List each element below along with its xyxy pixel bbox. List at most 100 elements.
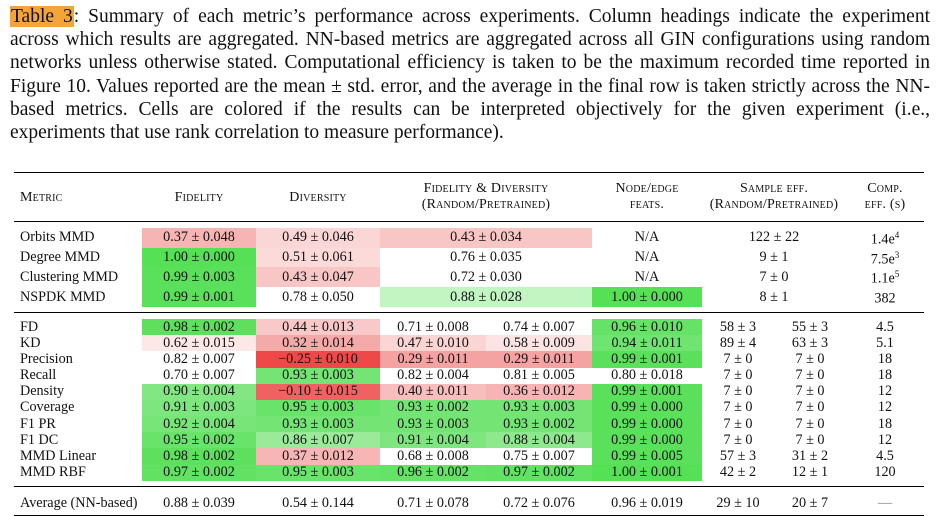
table-row: NSPDK MMD 0.99 ± 0.001 0.78 ± 0.050 0.88… (14, 287, 924, 307)
cell-sample-efficiency: 9 ± 1 (759, 249, 789, 266)
cell-comp-efficiency: 1.4e4 (870, 230, 900, 248)
cell-node-edge: 0.99 ± 0.000 (592, 416, 702, 433)
cell-fidelity: 0.62 ± 0.015 (142, 335, 256, 352)
row-metric: Density (20, 383, 65, 400)
cell-sample-random: 89 ± 4 (719, 334, 757, 351)
cell-node-edge: 0.96 ± 0.019 (592, 492, 702, 516)
cell-fidelity-diversity: 0.76 ± 0.035 (450, 249, 522, 266)
row-metric: Average (NN-based) (14, 492, 142, 516)
cell-sample-pretrained: 31 ± 2 (791, 448, 829, 465)
cell-sample-random: 57 ± 3 (719, 448, 757, 465)
table-label: Table 3 (10, 6, 74, 27)
cell-comp-efficiency: 18 (877, 350, 893, 367)
cell-sample-random: 7 ± 0 (723, 431, 753, 448)
cell-node-edge: 0.99 ± 0.000 (592, 432, 702, 449)
cell-fidelity-diversity-pretrained: 0.36 ± 0.012 (486, 383, 592, 400)
row-metric: Degree MMD (20, 249, 100, 266)
cell-sample-pretrained: 55 ± 3 (791, 318, 829, 335)
cell-node-edge: N/A (634, 268, 660, 285)
cell-comp-efficiency: 4.5 (876, 318, 894, 335)
metrics-summary-table: Metric Fidelity Diversity Fidelity & Div… (14, 172, 924, 516)
row-metric: Orbits MMD (20, 229, 95, 246)
cell-fidelity-diversity-random: 0.96 ± 0.002 (380, 464, 486, 481)
cell-diversity: 0.32 ± 0.014 (256, 335, 380, 352)
cell-fidelity-diversity-pretrained: 0.58 ± 0.009 (486, 335, 592, 352)
header-diversity: Diversity (256, 172, 380, 222)
header-row: Metric Fidelity Diversity Fidelity & Div… (14, 172, 924, 222)
cell-diversity: 0.93 ± 0.003 (256, 416, 380, 433)
cell-fidelity-diversity-pretrained: 0.97 ± 0.002 (486, 464, 592, 481)
cell-sample-random: 7 ± 0 (723, 367, 753, 384)
cell-diversity: −0.25 ± 0.010 (256, 351, 380, 368)
cell-fidelity: 1.00 ± 0.000 (142, 247, 256, 268)
table-row: KD 0.62 ± 0.015 0.32 ± 0.014 0.47 ± 0.010 0.… (14, 334, 924, 352)
cell-node-edge: 0.96 ± 0.010 (592, 318, 702, 336)
cell-comp-efficiency: 4.5 (876, 448, 894, 465)
cell-sample-pretrained: 7 ± 0 (795, 415, 825, 432)
table-row: Clustering MMD 0.99 ± 0.003 0.43 ± 0.047… (14, 267, 924, 288)
cell-diversity: 0.51 ± 0.061 (256, 247, 380, 268)
cell-comp-efficiency: 1.1e5 (870, 269, 900, 288)
cell-node-edge: 1.00 ± 0.000 (592, 287, 702, 307)
cell-fidelity-diversity-random: 0.82 ± 0.004 (397, 367, 469, 384)
cell-sample-pretrained: 20 ± 7 (774, 492, 846, 516)
cell-fidelity: 0.97 ± 0.002 (142, 464, 256, 481)
cell-sample-efficiency: 122 ± 22 (748, 229, 800, 246)
cell-fidelity-diversity-random: 0.91 ± 0.004 (380, 432, 486, 449)
cell-node-edge: 0.99 ± 0.000 (592, 399, 702, 417)
cell-sample-random: 7 ± 0 (723, 350, 753, 367)
row-metric: KD (20, 334, 41, 351)
cell-sample-efficiency: 7 ± 0 (759, 268, 789, 285)
cell-fidelity-diversity: 0.72 ± 0.030 (450, 268, 522, 285)
table-row: Recall 0.70 ± 0.007 0.93 ± 0.003 0.82 ± 0.0… (14, 367, 924, 384)
cell-comp-efficiency: 382 (874, 290, 896, 307)
cell-diversity: 0.93 ± 0.003 (256, 367, 380, 384)
row-metric: Coverage (20, 399, 75, 416)
cell-fidelity: 0.82 ± 0.007 (163, 350, 235, 367)
row-metric: MMD RBF (20, 464, 86, 481)
cell-fidelity-diversity-pretrained: 0.88 ± 0.004 (486, 432, 592, 449)
cell-sample-pretrained: 7 ± 0 (795, 350, 825, 367)
cell-node-edge: 1.00 ± 0.001 (592, 464, 702, 481)
row-metric: NSPDK MMD (20, 288, 106, 305)
cell-node-edge: 0.80 ± 0.018 (611, 367, 683, 384)
table-row: Density 0.90 ± 0.004 −0.10 ± 0.015 0.40 ± 0… (14, 383, 924, 400)
cell-diversity: 0.54 ± 0.144 (256, 492, 380, 516)
cell-fidelity-diversity-pretrained: 0.81 ± 0.005 (503, 367, 575, 384)
table-row: Degree MMD 1.00 ± 0.000 0.51 ± 0.061 0.7… (14, 247, 924, 268)
table-caption: Table 3: Summary of each metric’s perfor… (10, 5, 930, 144)
cell-diversity: 0.44 ± 0.013 (256, 318, 380, 336)
cell-diversity: 0.49 ± 0.046 (256, 228, 380, 248)
row-metric: FD (20, 318, 39, 335)
cell-sample-efficiency: 8 ± 1 (759, 288, 789, 305)
cell-node-edge: N/A (634, 249, 660, 266)
cell-diversity: −0.10 ± 0.015 (256, 383, 380, 400)
cell-comp-efficiency: 18 (877, 415, 893, 432)
cell-diversity: 0.78 ± 0.050 (282, 288, 354, 305)
cell-fidelity-diversity-random: 0.71 ± 0.008 (397, 318, 469, 335)
table-row: FD 0.98 ± 0.002 0.44 ± 0.013 0.71 ± 0.008 0.… (14, 318, 924, 336)
cell-fidelity: 0.37 ± 0.048 (142, 228, 256, 248)
row-metric: F1 DC (20, 431, 59, 448)
header-node-edge: Node/edge feats. (592, 172, 702, 222)
cell-fidelity-diversity-random: 0.93 ± 0.002 (380, 399, 486, 417)
cell-node-edge: 0.99 ± 0.005 (592, 448, 702, 465)
header-fidelity: Fidelity (142, 172, 256, 222)
cell-fidelity-diversity-pretrained: 0.93 ± 0.003 (486, 399, 592, 417)
row-metric: Recall (20, 367, 57, 384)
cell-fidelity-diversity-pretrained: 0.75 ± 0.007 (503, 448, 575, 465)
cell-sample-pretrained: 7 ± 0 (795, 399, 825, 416)
cell-comp-efficiency: 12 (877, 399, 893, 416)
table-row: MMD Linear 0.98 ± 0.002 0.37 ± 0.012 0.68 ±… (14, 448, 924, 465)
cell-sample-random: 7 ± 0 (723, 399, 753, 416)
cell-fidelity: 0.98 ± 0.002 (142, 318, 256, 336)
cell-fidelity-diversity-random: 0.47 ± 0.010 (380, 335, 486, 352)
row-metric: Clustering MMD (20, 268, 119, 285)
cell-fidelity: 0.70 ± 0.007 (163, 367, 235, 384)
cell-fidelity: 0.95 ± 0.002 (142, 432, 256, 449)
cell-comp-efficiency: 12 (877, 383, 893, 400)
cell-diversity: 0.37 ± 0.012 (256, 448, 380, 465)
row-metric: F1 PR (20, 415, 56, 432)
table-row: Coverage 0.91 ± 0.003 0.95 ± 0.003 0.93 ± 0… (14, 399, 924, 417)
cell-sample-random: 42 ± 2 (719, 464, 757, 481)
